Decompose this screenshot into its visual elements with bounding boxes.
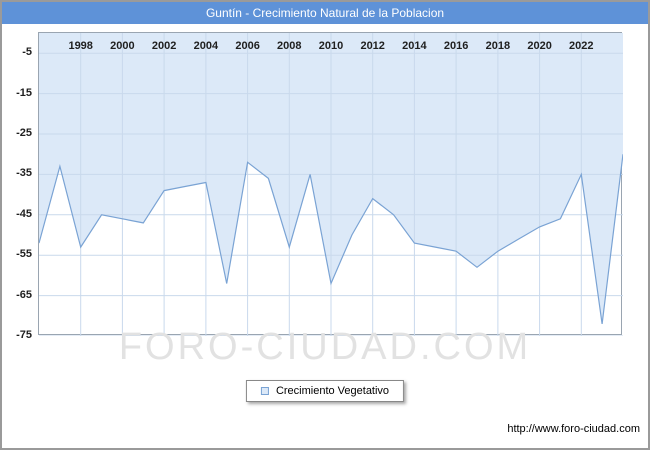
y-tick-label: -65: [16, 288, 32, 301]
y-tick-label: -25: [16, 127, 32, 139]
y-tick-label: -75: [16, 329, 32, 341]
y-tick-label: -15: [16, 86, 32, 99]
footer-url: http://www.foro-ciudad.com: [507, 423, 640, 435]
y-axis-labels: -5 -15 -25 -35 -45 -55 -65 -75: [2, 32, 35, 341]
y-tick-label: -45: [16, 207, 32, 220]
y-tick-label: -55: [16, 248, 32, 261]
chart-title: Guntín - Crecimiento Natural de la Pobla…: [2, 2, 648, 24]
legend-swatch-icon: [260, 387, 269, 395]
y-tick-label: -5: [22, 46, 32, 59]
plot-area: 1998 2000 2002 2004 2006 2008 2010 2012 2014 2016…: [38, 32, 623, 336]
legend: Crecimiento Vegetativo: [245, 380, 405, 402]
y-tick-label: -35: [16, 167, 32, 180]
watermark: FORO-CIUDAD.COM: [118, 326, 532, 368]
legend-label: Crecimiento Vegetativo: [275, 385, 390, 397]
